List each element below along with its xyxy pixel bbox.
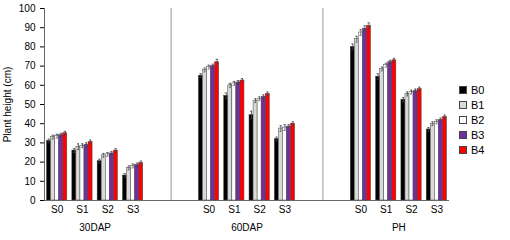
svg-text:40: 40 — [24, 118, 36, 129]
svg-text:30: 30 — [24, 137, 36, 148]
svg-text:S0: S0 — [51, 204, 64, 215]
html-text:B2: B2 — [471, 114, 485, 126]
svg-text:PH: PH — [392, 222, 406, 233]
svg-text:S3: S3 — [431, 204, 444, 215]
svg-text:100: 100 — [19, 3, 36, 14]
svg-text:S2: S2 — [254, 204, 267, 215]
svg-text:S2: S2 — [405, 204, 418, 215]
svg-text:Plant height (cm): Plant height (cm) — [2, 67, 13, 143]
svg-text:S1: S1 — [380, 204, 393, 215]
svg-text:S3: S3 — [127, 204, 140, 215]
svg-text:60DAP: 60DAP — [231, 222, 263, 233]
svg-text:10: 10 — [24, 176, 36, 187]
svg-text:80: 80 — [24, 41, 36, 52]
html-text:B1: B1 — [471, 99, 485, 111]
svg-text:S2: S2 — [102, 204, 115, 215]
svg-text:S0: S0 — [203, 204, 216, 215]
svg-text:S1: S1 — [76, 204, 89, 215]
svg-text:0: 0 — [30, 195, 36, 206]
svg-text:30DAP: 30DAP — [79, 222, 111, 233]
svg-text:50: 50 — [24, 99, 36, 110]
html-text:B4: B4 — [471, 144, 485, 156]
svg-text:90: 90 — [24, 22, 36, 33]
svg-text:S1: S1 — [228, 204, 241, 215]
svg-text:60: 60 — [24, 80, 36, 91]
svg-text:S3: S3 — [279, 204, 292, 215]
html-text:B0: B0 — [471, 84, 485, 96]
svg-text:70: 70 — [24, 60, 36, 71]
html-text:B3: B3 — [471, 129, 485, 141]
svg-text:S0: S0 — [355, 204, 368, 215]
svg-text:20: 20 — [24, 156, 36, 167]
